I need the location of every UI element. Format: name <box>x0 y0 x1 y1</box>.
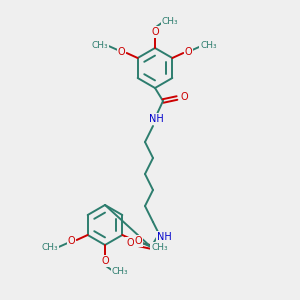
Text: CH₃: CH₃ <box>200 41 217 50</box>
Text: CH₃: CH₃ <box>41 242 58 251</box>
Text: O: O <box>151 27 159 37</box>
Text: CH₃: CH₃ <box>151 242 168 251</box>
Text: O: O <box>118 47 125 57</box>
Text: O: O <box>184 47 192 57</box>
Text: NH: NH <box>148 114 164 124</box>
Text: O: O <box>126 238 134 248</box>
Text: O: O <box>134 236 142 246</box>
Text: CH₃: CH₃ <box>162 17 178 26</box>
Text: O: O <box>180 92 188 102</box>
Text: CH₃: CH₃ <box>92 41 108 50</box>
Text: NH: NH <box>157 232 171 242</box>
Text: CH₃: CH₃ <box>112 266 128 275</box>
Text: O: O <box>68 236 76 246</box>
Text: O: O <box>101 256 109 266</box>
